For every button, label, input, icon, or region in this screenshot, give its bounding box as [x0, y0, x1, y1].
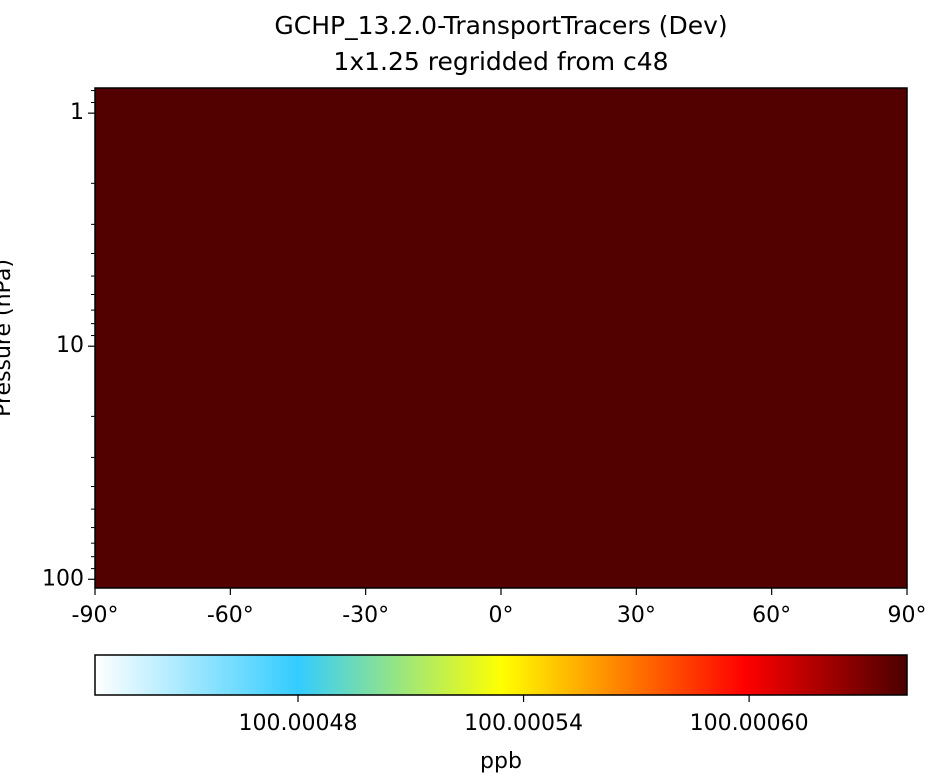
heatmap-cell — [95, 88, 907, 588]
colorbar-tick-label: 100.00060 — [690, 711, 809, 736]
y-tick-label: 10 — [56, 333, 84, 358]
x-tick-label: -60° — [207, 603, 254, 628]
x-tick-label: -30° — [342, 603, 389, 628]
colorbar-label: ppb — [480, 749, 522, 774]
colorbar — [94, 654, 908, 696]
x-tick-label: 0° — [489, 603, 514, 628]
x-tick-label: 30° — [617, 603, 656, 628]
x-tick-label: 60° — [752, 603, 791, 628]
x-tick-label: -90° — [72, 603, 119, 628]
y-tick-label: 100 — [42, 566, 84, 591]
x-tick-label: 90° — [888, 603, 927, 628]
chart-title: GCHP_13.2.0-TransportTracers (Dev) — [274, 11, 727, 40]
colorbar-tick-label: 100.00054 — [464, 711, 583, 736]
colorbar-tick-label: 100.00048 — [239, 711, 358, 736]
chart-subtitle: 1x1.25 regridded from c48 — [333, 47, 668, 76]
y-axis-label: Pressure (hPa) — [0, 259, 16, 417]
y-tick-label: 1 — [70, 100, 84, 125]
